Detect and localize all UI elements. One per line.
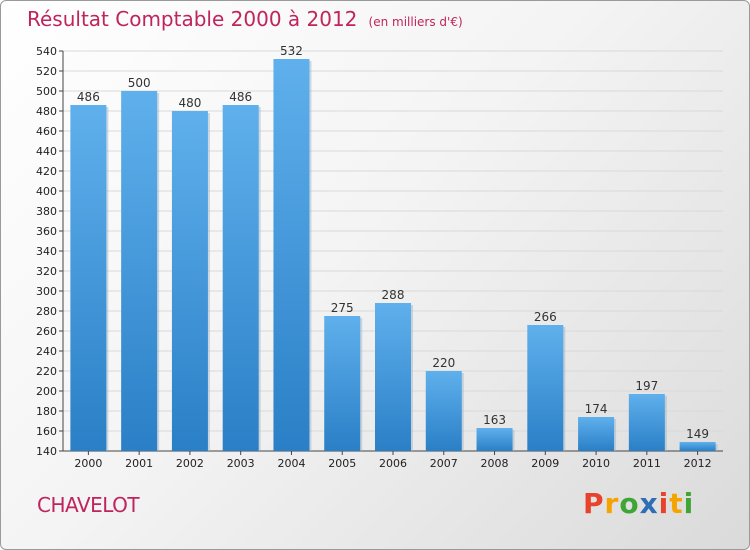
x-tick-label: 2000 (74, 457, 102, 470)
bar (121, 91, 158, 451)
chart-subtitle: (en milliers d'€) (368, 15, 463, 29)
y-tick-label: 440 (36, 145, 57, 158)
y-tick-label: 380 (36, 205, 57, 218)
y-tick-label: 280 (36, 305, 57, 318)
bar (679, 442, 716, 451)
y-tick-label: 140 (36, 445, 57, 458)
y-tick-label: 340 (36, 245, 57, 258)
x-tick-label: 2002 (176, 457, 204, 470)
bar-value-label: 486 (77, 90, 100, 104)
bar (476, 428, 513, 451)
bar-value-label: 266 (534, 310, 557, 324)
bar-value-label: 288 (382, 288, 405, 302)
x-tick-label: 2007 (430, 457, 458, 470)
x-tick-label: 2005 (328, 457, 356, 470)
y-tick-label: 360 (36, 225, 57, 238)
y-tick-label: 420 (36, 165, 57, 178)
bar (273, 59, 310, 451)
logo-letter: o (619, 487, 640, 520)
x-tick-label: 2009 (531, 457, 559, 470)
bar (628, 394, 665, 451)
x-tick-label: 2011 (633, 457, 661, 470)
y-tick-label: 260 (36, 325, 57, 338)
logo-letter: i (683, 487, 695, 520)
y-tick-label: 540 (36, 45, 57, 58)
commune-name: CHAVELOT (37, 493, 140, 517)
bar (70, 105, 107, 451)
y-tick-label: 320 (36, 265, 57, 278)
bar (375, 303, 411, 451)
bar-value-label: 163 (483, 413, 506, 427)
bar-value-label: 486 (229, 90, 252, 104)
chart-title-block: Résultat Comptable 2000 à 2012 (en milli… (27, 7, 463, 31)
y-tick-label: 160 (36, 425, 57, 438)
logo-letter: i (658, 487, 670, 520)
bar (527, 325, 564, 451)
y-tick-label: 480 (36, 105, 57, 118)
proxiti-logo: Proxiti (583, 487, 694, 520)
y-tick-label: 220 (36, 365, 57, 378)
x-tick-label: 2010 (582, 457, 610, 470)
y-tick-label: 300 (36, 285, 57, 298)
bar-value-label: 220 (432, 356, 455, 370)
y-tick-label: 460 (36, 125, 57, 138)
bar (578, 417, 615, 451)
logo-letter: r (604, 487, 620, 520)
bar (171, 111, 208, 451)
y-tick-label: 200 (36, 385, 57, 398)
bar (222, 105, 259, 451)
logo-letter: P (583, 487, 605, 520)
bar-value-label: 532 (280, 44, 303, 58)
bar-value-label: 500 (128, 76, 151, 90)
x-tick-label: 2001 (125, 457, 153, 470)
bar-value-label: 174 (585, 402, 608, 416)
bar-value-label: 149 (686, 427, 709, 441)
x-tick-label: 2006 (379, 457, 407, 470)
y-tick-label: 180 (36, 405, 57, 418)
x-tick-label: 2003 (227, 457, 255, 470)
chart-title: Résultat Comptable 2000 à 2012 (27, 7, 358, 31)
bar-value-label: 197 (635, 379, 658, 393)
bar-value-label: 480 (178, 96, 201, 110)
x-tick-label: 2008 (481, 457, 509, 470)
y-tick-label: 400 (36, 185, 57, 198)
logo-letter: t (669, 487, 684, 520)
bar-value-label: 275 (331, 301, 354, 315)
bar (324, 316, 361, 451)
y-tick-label: 520 (36, 65, 57, 78)
y-tick-label: 240 (36, 345, 57, 358)
bar (425, 371, 462, 451)
x-tick-label: 2004 (277, 457, 305, 470)
logo-letter: x (639, 487, 659, 520)
y-tick-label: 500 (36, 85, 57, 98)
x-tick-label: 2012 (684, 457, 712, 470)
